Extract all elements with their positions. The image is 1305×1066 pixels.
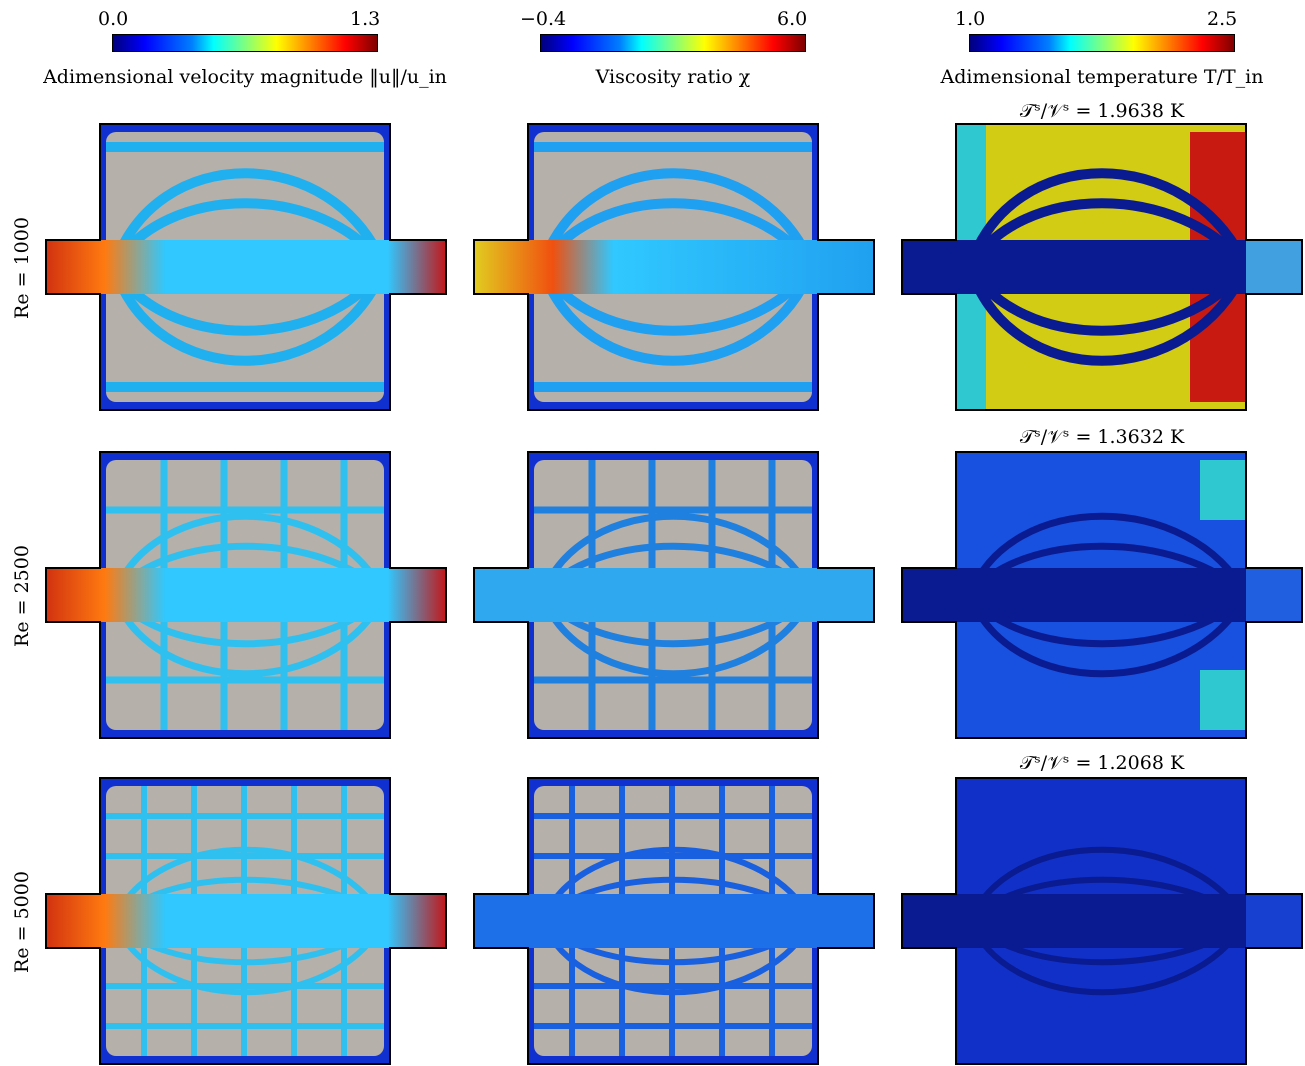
panel-viscosity-re-2500 [473, 451, 875, 739]
colorbar-viscosity-label: Viscosity ratio χ [595, 66, 751, 88]
panel-temperature-re-5000 [901, 777, 1303, 1065]
colorbar-velocity-label: Adimensional velocity magnitude ‖u‖/u_in [43, 66, 447, 88]
panel-viscosity-re-1000 [473, 123, 875, 411]
colorbar-temperature-max: 2.5 [1207, 8, 1238, 30]
colorbar-temperature-min: 1.0 [955, 8, 986, 30]
colorbar-viscosity [540, 34, 806, 52]
colorbar-temperature [969, 34, 1235, 52]
entropy-label-re-5000: 𝒯ˢ/𝒱ˢ = 1.2068 K [1019, 752, 1185, 774]
colorbar-velocity [112, 34, 378, 52]
row-label-re-2500: Re = 2500 [11, 545, 33, 647]
colorbar-velocity-min: 0.0 [98, 8, 129, 30]
row-label-re-5000: Re = 5000 [11, 871, 33, 973]
colorbar-temperature-label: Adimensional temperature T/T_in [940, 66, 1264, 88]
panel-velocity-re-1000 [45, 123, 447, 411]
panel-velocity-re-5000 [45, 777, 447, 1065]
panel-temperature-re-1000 [901, 123, 1303, 411]
panel-viscosity-re-5000 [473, 777, 875, 1065]
panel-velocity-re-2500 [45, 451, 447, 739]
colorbar-viscosity-min: −0.4 [520, 8, 567, 30]
row-label-re-1000: Re = 1000 [11, 217, 33, 319]
panel-temperature-re-2500 [901, 451, 1303, 739]
colorbar-viscosity-max: 6.0 [777, 8, 808, 30]
colorbar-velocity-max: 1.3 [350, 8, 381, 30]
entropy-label-re-2500: 𝒯ˢ/𝒱ˢ = 1.3632 K [1019, 426, 1185, 448]
entropy-label-re-1000: 𝒯ˢ/𝒱ˢ = 1.9638 K [1019, 100, 1185, 122]
